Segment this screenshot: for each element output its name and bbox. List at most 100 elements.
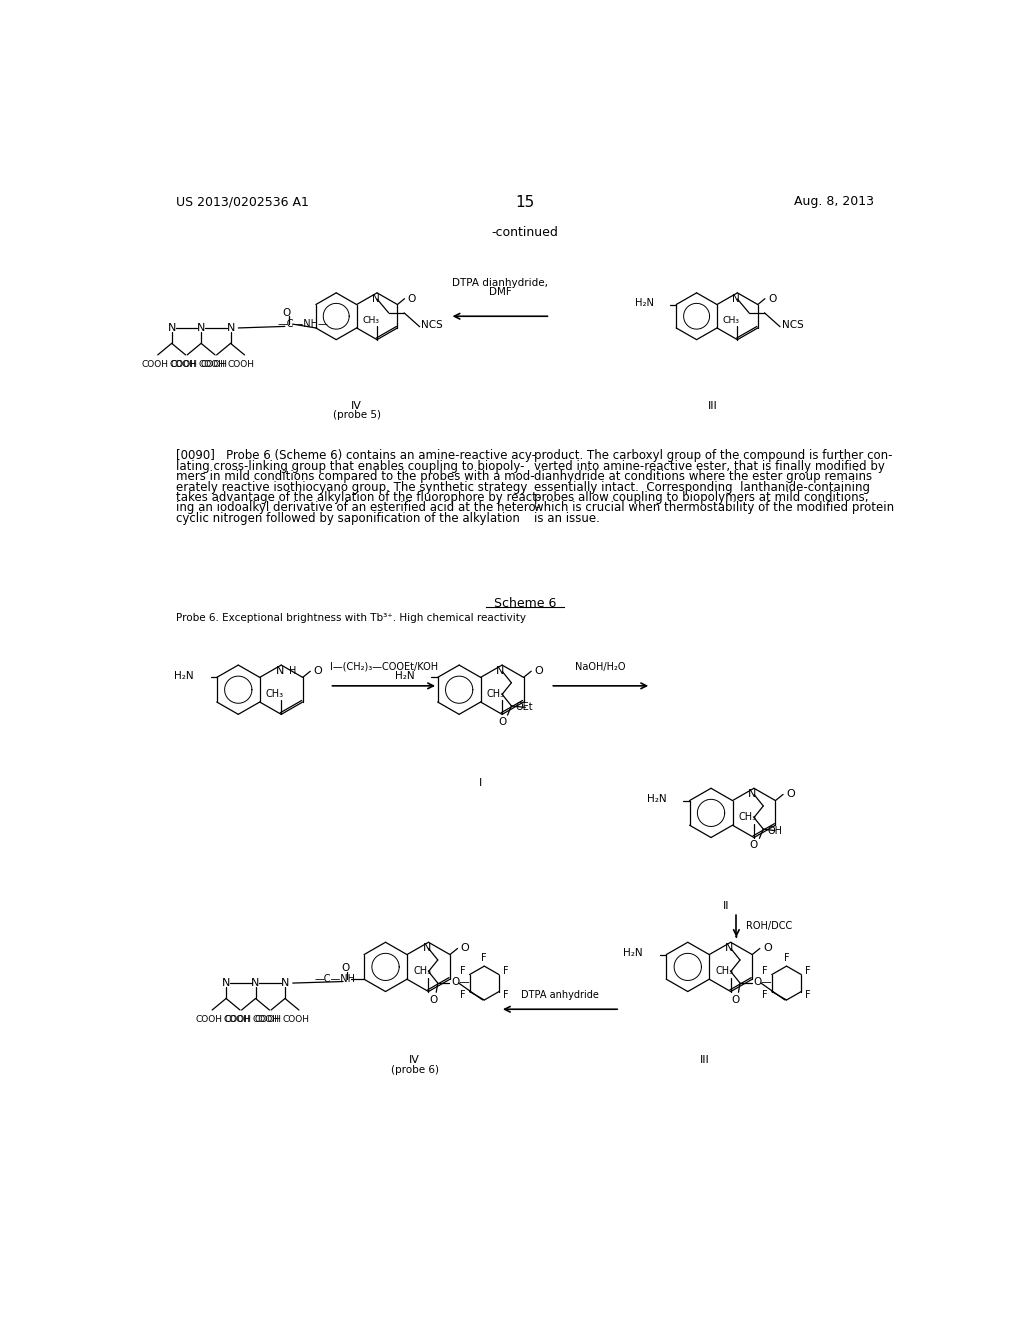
Text: (probe 5): (probe 5) (333, 411, 381, 420)
Text: Aug. 8, 2013: Aug. 8, 2013 (794, 195, 873, 209)
Text: COOH: COOH (196, 1015, 222, 1024)
Text: CH₃: CH₃ (716, 966, 733, 977)
Text: DTPA anhydride: DTPA anhydride (521, 990, 599, 1001)
Text: NaOH/H₂O: NaOH/H₂O (575, 663, 626, 672)
Text: H₂N: H₂N (624, 948, 643, 958)
Text: II: II (723, 902, 730, 911)
Text: Scheme 6: Scheme 6 (494, 598, 556, 610)
Text: dianhydride at conditions where the ester group remains: dianhydride at conditions where the este… (535, 470, 872, 483)
Text: N: N (251, 978, 260, 989)
Text: CH₃: CH₃ (486, 689, 505, 700)
Text: CH₃: CH₃ (266, 689, 284, 700)
Text: O: O (731, 995, 739, 1006)
Text: COOH: COOH (169, 360, 196, 370)
Text: ROH/DCC: ROH/DCC (745, 921, 792, 931)
Text: NCS: NCS (781, 321, 804, 330)
Text: is an issue.: is an issue. (535, 512, 600, 525)
Text: COOH: COOH (141, 360, 168, 370)
Text: COOH: COOH (283, 1015, 309, 1024)
Text: III: III (709, 401, 718, 411)
Text: Probe 6. Exceptional brightness with Tb³⁺. High chemical reactivity: Probe 6. Exceptional brightness with Tb³… (176, 612, 526, 623)
Text: ing an iodoalkyl derivative of an esterified acid at the hetero-: ing an iodoalkyl derivative of an esteri… (176, 502, 541, 515)
Text: F: F (783, 953, 790, 964)
Text: N: N (222, 978, 230, 989)
Text: O: O (786, 789, 795, 800)
Text: COOH: COOH (223, 1015, 251, 1024)
Text: O: O (341, 964, 349, 973)
Text: N: N (372, 293, 379, 304)
Text: N: N (725, 942, 733, 953)
Text: H₂N: H₂N (647, 795, 667, 804)
Text: O: O (461, 944, 469, 953)
Text: 15: 15 (515, 195, 535, 210)
Text: III: III (700, 1056, 710, 1065)
Text: H₂N: H₂N (395, 671, 415, 681)
Text: O—: O— (451, 977, 470, 986)
Text: COOH: COOH (253, 1015, 280, 1024)
Text: DMF: DMF (488, 286, 511, 297)
Text: which is crucial when thermostability of the modified protein: which is crucial when thermostability of… (535, 502, 894, 515)
Text: O: O (750, 840, 758, 850)
Text: essentially intact.  Corresponding  lanthanide-containing: essentially intact. Corresponding lantha… (535, 480, 870, 494)
Text: DTPA dianhydride,: DTPA dianhydride, (452, 277, 548, 288)
Text: mers in mild conditions compared to the probes with a mod-: mers in mild conditions compared to the … (176, 470, 535, 483)
Text: H: H (289, 665, 296, 676)
Text: CH₃: CH₃ (723, 315, 739, 325)
Text: O: O (498, 717, 506, 726)
Text: erately reactive isothiocyano group. The synthetic strategy: erately reactive isothiocyano group. The… (176, 480, 527, 494)
Text: N: N (497, 665, 505, 676)
Text: F: F (460, 990, 466, 1001)
Text: N: N (749, 789, 757, 799)
Text: N: N (275, 665, 284, 676)
Text: I—(CH₂)₃—COOEt/KOH: I—(CH₂)₃—COOEt/KOH (330, 663, 438, 672)
Text: probes allow coupling to biopolymers at mild conditions,: probes allow coupling to biopolymers at … (535, 491, 868, 504)
Text: OEt: OEt (515, 702, 532, 713)
Text: F: F (481, 953, 487, 964)
Text: O: O (313, 667, 323, 676)
Text: OH: OH (767, 825, 782, 836)
Text: O: O (763, 944, 772, 953)
Text: IV: IV (410, 1056, 420, 1065)
Text: COOH: COOH (199, 360, 225, 370)
Text: F: F (503, 966, 509, 975)
Text: F: F (805, 990, 811, 1001)
Text: F: F (503, 990, 509, 1001)
Text: O: O (283, 309, 291, 318)
Text: COOH: COOH (200, 360, 227, 370)
Text: O: O (429, 995, 437, 1006)
Text: F: F (805, 966, 811, 975)
Text: COOH: COOH (228, 360, 255, 370)
Text: —C—NH—: —C—NH— (278, 319, 328, 329)
Text: COOH: COOH (171, 360, 198, 370)
Text: COOH: COOH (254, 1015, 282, 1024)
Text: N: N (226, 323, 234, 333)
Text: N: N (423, 942, 431, 953)
Text: F: F (460, 966, 466, 975)
Text: CH₃: CH₃ (362, 315, 379, 325)
Text: US 2013/0202536 A1: US 2013/0202536 A1 (176, 195, 309, 209)
Text: —C—NH—: —C—NH— (314, 974, 366, 985)
Text: IV: IV (351, 401, 362, 411)
Text: [0090]   Probe 6 (Scheme 6) contains an amine-reactive acy-: [0090] Probe 6 (Scheme 6) contains an am… (176, 449, 536, 462)
Text: (probe 6): (probe 6) (391, 1065, 438, 1076)
Text: H₂N: H₂N (174, 671, 194, 681)
Text: NCS: NCS (421, 321, 443, 330)
Text: cyclic nitrogen followed by saponification of the alkylation: cyclic nitrogen followed by saponificati… (176, 512, 520, 525)
Text: CH₃: CH₃ (414, 966, 431, 977)
Text: O: O (535, 667, 543, 676)
Text: -continued: -continued (492, 226, 558, 239)
Text: N: N (168, 323, 176, 333)
Text: product. The carboxyl group of the compound is further con-: product. The carboxyl group of the compo… (535, 449, 893, 462)
Text: takes advantage of the alkylation of the fluorophore by react-: takes advantage of the alkylation of the… (176, 491, 542, 504)
Text: COOH: COOH (225, 1015, 252, 1024)
Text: F: F (762, 966, 768, 975)
Text: O: O (408, 293, 416, 304)
Text: CH₃: CH₃ (738, 812, 757, 822)
Text: H₂N: H₂N (635, 298, 654, 308)
Text: N: N (197, 323, 205, 333)
Text: O—: O— (754, 977, 772, 986)
Text: O: O (768, 293, 776, 304)
Text: N: N (732, 293, 739, 304)
Text: F: F (762, 990, 768, 1001)
Text: I: I (479, 779, 482, 788)
